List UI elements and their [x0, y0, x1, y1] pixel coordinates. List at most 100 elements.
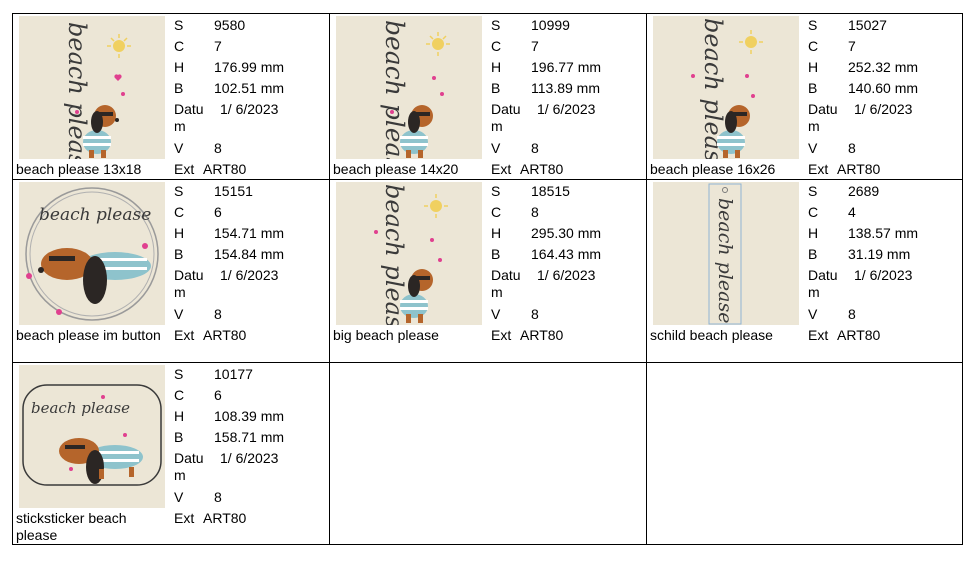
- version-label: V: [491, 140, 501, 156]
- empty-cell: [647, 363, 962, 544]
- stitch-count-label: S: [808, 17, 818, 33]
- date-label: Datum: [491, 267, 521, 300]
- extension-label: Ext: [174, 327, 195, 343]
- version-label: V: [174, 489, 184, 505]
- extension-value: ART80: [203, 327, 247, 343]
- height-value: 176.99 mm: [214, 59, 285, 75]
- date-value: 1/ 6/2023: [854, 267, 913, 283]
- color-count-label: C: [491, 204, 502, 220]
- color-count-label: C: [174, 38, 185, 54]
- design-specs: S 2689 C 4 H 138.57 mm B 31.19 mm Datum 1/ 6/…: [808, 181, 958, 346]
- width-label: B: [491, 246, 501, 262]
- empty-cell: [330, 363, 647, 544]
- extension-label: Ext: [491, 161, 512, 177]
- design-thumbnail: beach please: [653, 16, 799, 159]
- height-label: H: [174, 59, 185, 75]
- extension-value: ART80: [837, 161, 881, 177]
- date-value: 1/ 6/2023: [537, 101, 596, 117]
- height-label: H: [491, 225, 502, 241]
- stitch-count-label: S: [808, 183, 818, 199]
- design-name: schild beach please: [650, 327, 773, 343]
- design-cell: beach please sticksticker beach please S…: [13, 363, 330, 544]
- height-label: H: [808, 59, 819, 75]
- width-value: 140.60 mm: [848, 80, 919, 96]
- version-label: V: [808, 306, 818, 322]
- width-label: B: [808, 80, 818, 96]
- width-label: B: [491, 80, 501, 96]
- height-value: 138.57 mm: [848, 225, 919, 241]
- design-specs: S 9580 C 7 H 176.99 mm B 102.51 mm Datum 1/ 6…: [174, 15, 324, 180]
- stitch-count-label: S: [174, 183, 184, 199]
- width-label: B: [174, 246, 184, 262]
- version-label: V: [808, 140, 818, 156]
- design-thumbnail: beach please: [336, 182, 482, 325]
- design-name: sticksticker beach please: [16, 510, 127, 543]
- version-value: 8: [531, 306, 539, 322]
- color-count-label: C: [491, 38, 502, 54]
- height-label: H: [491, 59, 502, 75]
- extension-label: Ext: [808, 327, 829, 343]
- width-label: B: [808, 246, 818, 262]
- date-label: Datum: [808, 267, 838, 300]
- design-name: beach please 13x18: [16, 161, 142, 177]
- height-value: 295.30 mm: [531, 225, 602, 241]
- stitch-count: 2689: [848, 183, 880, 199]
- width-value: 113.89 mm: [531, 80, 600, 96]
- stitch-count: 15027: [848, 17, 887, 33]
- width-label: B: [174, 429, 184, 445]
- version-value: 8: [531, 140, 539, 156]
- color-count: 7: [531, 38, 539, 54]
- version-value: 8: [214, 489, 222, 505]
- date-value: 1/ 6/2023: [220, 450, 279, 466]
- color-count-label: C: [174, 204, 185, 220]
- stitch-count: 15151: [214, 183, 253, 199]
- version-label: V: [174, 306, 184, 322]
- version-label: V: [491, 306, 501, 322]
- color-count-label: C: [174, 387, 185, 403]
- color-count-label: C: [808, 204, 819, 220]
- extension-label: Ext: [491, 327, 512, 343]
- height-value: 154.71 mm: [214, 225, 285, 241]
- height-value: 108.39 mm: [214, 408, 285, 424]
- height-value: 252.32 mm: [848, 59, 919, 75]
- design-cell: beach please beach please 13x18 S 9580 C 7…: [13, 14, 330, 180]
- version-value: 8: [848, 140, 856, 156]
- extension-value: ART80: [203, 161, 247, 177]
- extension-value: ART80: [520, 327, 564, 343]
- version-value: 8: [848, 306, 856, 322]
- color-count: 7: [214, 38, 222, 54]
- version-value: 8: [214, 306, 222, 322]
- design-name: big beach please: [333, 327, 439, 343]
- design-name: beach please 16x26: [650, 161, 776, 177]
- date-label: Datum: [174, 101, 204, 134]
- width-value: 164.43 mm: [531, 246, 602, 262]
- design-thumbnail: beach please: [19, 16, 165, 159]
- date-label: Datum: [174, 267, 204, 300]
- design-thumbnail: beach please: [19, 182, 165, 325]
- stitch-count-label: S: [491, 183, 501, 199]
- design-thumbnail: beach please: [19, 365, 165, 508]
- stitch-count-label: S: [174, 366, 184, 382]
- extension-value: ART80: [203, 510, 247, 526]
- design-name: beach please 14x20: [333, 161, 459, 177]
- color-count-label: C: [808, 38, 819, 54]
- design-thumbnail: beach please: [653, 182, 799, 325]
- date-value: 1/ 6/2023: [220, 101, 279, 117]
- width-label: B: [174, 80, 184, 96]
- extension-label: Ext: [174, 510, 195, 526]
- design-cell: beach please big beach please S 18515 C 8 …: [330, 180, 647, 363]
- stitch-count: 9580: [214, 17, 246, 33]
- design-specs: S 15027 C 7 H 252.32 mm B 140.60 mm Datum 1/ …: [808, 15, 958, 180]
- width-value: 158.71 mm: [214, 429, 285, 445]
- design-specs: S 10177 C 6 H 108.39 mm B 158.71 mm Datum 1/ …: [174, 364, 324, 529]
- embroidery-catalog-sheet: beach please beach please 13x18 S 9580 C 7…: [12, 13, 963, 545]
- stitch-count-label: S: [491, 17, 501, 33]
- width-value: 31.19 mm: [848, 246, 911, 262]
- design-cell: beach please beach please 16x26 S 15027 C…: [647, 14, 962, 180]
- design-cell: beach please beach please im button S 151…: [13, 180, 330, 363]
- date-value: 1/ 6/2023: [220, 267, 279, 283]
- color-count: 7: [848, 38, 856, 54]
- height-label: H: [808, 225, 819, 241]
- date-label: Datum: [808, 101, 838, 134]
- design-specs: S 15151 C 6 H 154.71 mm B 154.84 mm Datum 1/ …: [174, 181, 324, 346]
